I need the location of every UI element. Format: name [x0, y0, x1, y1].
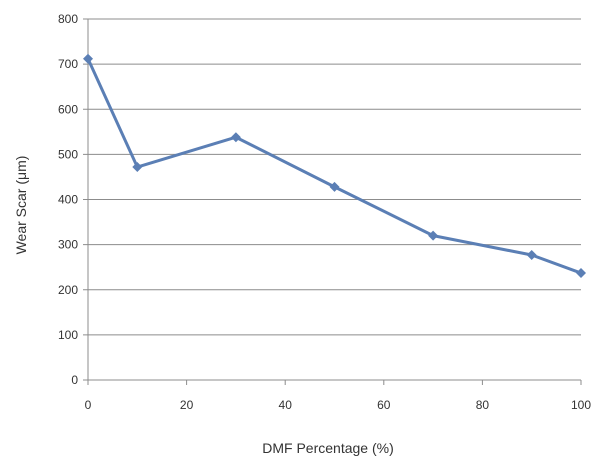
data-point-x50	[329, 181, 340, 192]
gridlines	[88, 18, 581, 336]
tick-labels: 0 100 200 300 400 500 600 700 800 0 20 40 60 80 100	[58, 12, 591, 412]
data-point-x30	[230, 132, 241, 143]
x-tick-label: 80	[476, 398, 490, 412]
y-tick-label: 500	[58, 147, 78, 161]
y-tick-label: 800	[58, 12, 78, 26]
x-tick-label: 60	[377, 398, 391, 412]
x-tick-label: 20	[180, 398, 194, 412]
y-axis-title: Wear Scar (μm)	[13, 156, 29, 255]
axes	[83, 18, 582, 385]
y-tick-label: 700	[58, 57, 78, 71]
data-point-x90	[526, 250, 537, 261]
y-tick-label: 0	[71, 373, 78, 387]
x-tick-label: 40	[279, 398, 293, 412]
series-line	[86, 58, 582, 275]
x-tick-label: 100	[571, 398, 591, 412]
y-tick-label: 400	[58, 193, 78, 207]
y-tick-label: 300	[58, 238, 78, 252]
y-tick-label: 600	[58, 102, 78, 116]
series	[83, 53, 586, 279]
data-point-x100	[576, 268, 586, 279]
x-tick-label: 0	[85, 398, 92, 412]
data-point-x0	[83, 53, 93, 64]
data-point-x70	[428, 230, 439, 241]
x-axis-title: DMF Percentage (%)	[262, 440, 393, 456]
data-point-x10	[132, 162, 143, 173]
y-tick-label: 100	[58, 328, 78, 342]
y-tick-label: 200	[58, 283, 78, 297]
